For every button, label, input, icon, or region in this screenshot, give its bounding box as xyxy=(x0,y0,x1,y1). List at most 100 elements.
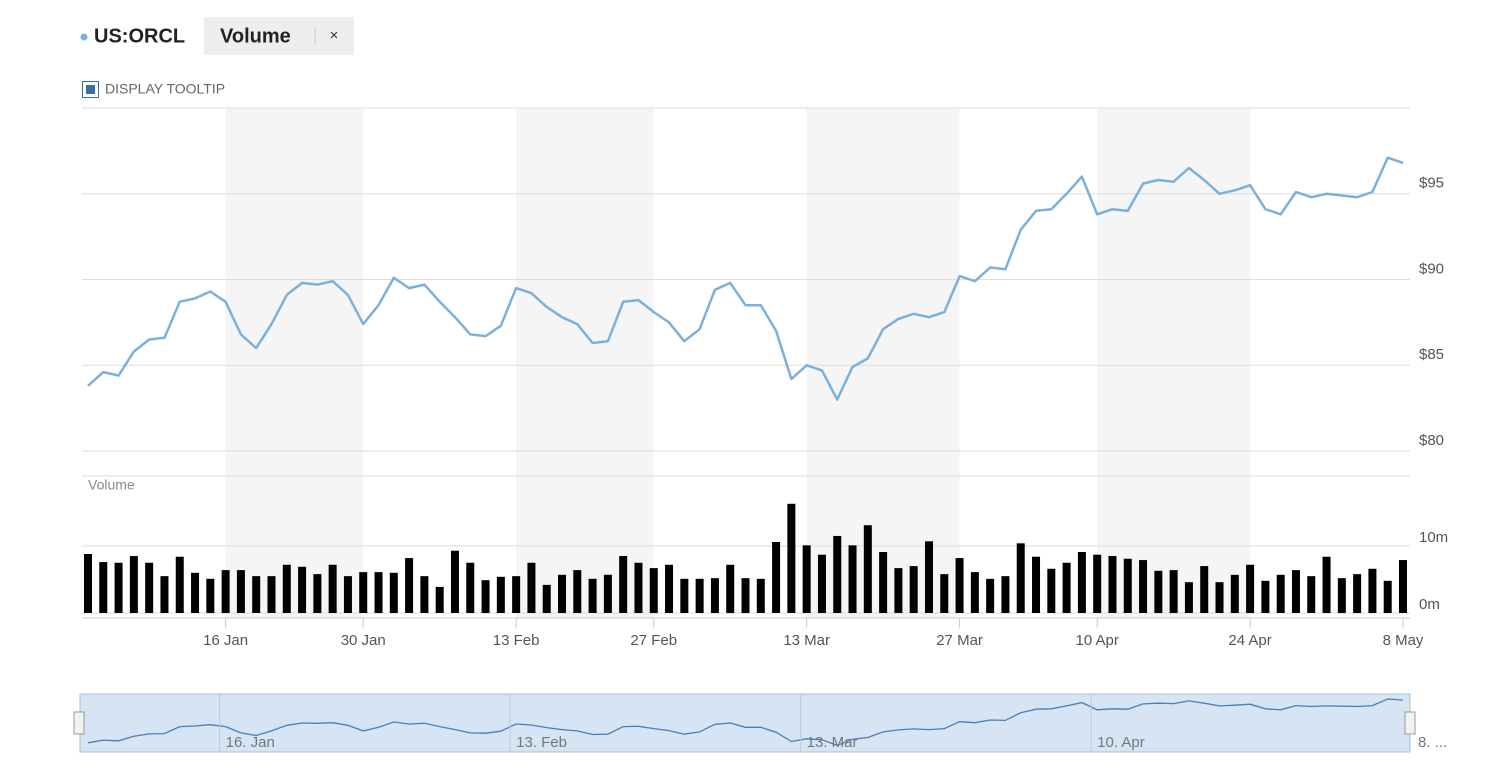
navigator-label: 10. Apr xyxy=(1097,734,1145,751)
volume-bar xyxy=(955,558,964,613)
volume-bar xyxy=(84,554,92,613)
volume-bar xyxy=(206,578,215,613)
volume-bar xyxy=(405,558,414,613)
volume-bar xyxy=(1261,580,1270,613)
volume-bar xyxy=(1246,564,1255,613)
volume-bar xyxy=(435,586,444,613)
volume-bar xyxy=(894,568,903,613)
x-tick-label: 10 Apr xyxy=(1075,632,1118,649)
navigator-line xyxy=(87,698,1404,747)
x-tick-label: 8 May xyxy=(1383,632,1424,649)
volume-bar xyxy=(1123,558,1132,613)
volume-bar xyxy=(726,564,735,613)
volume-bar xyxy=(267,576,276,613)
volume-bar xyxy=(512,576,521,613)
volume-bar xyxy=(1154,570,1163,613)
navigator-label: 16. Jan xyxy=(226,734,275,751)
navigator-handle[interactable] xyxy=(73,711,85,735)
volume-bar xyxy=(1001,576,1010,613)
volume-bar xyxy=(558,574,567,613)
volume-bar xyxy=(1047,568,1056,613)
volume-bar xyxy=(420,576,429,613)
volume-bar xyxy=(665,564,674,613)
volume-bar xyxy=(374,572,383,613)
volume-bar xyxy=(649,568,658,613)
volume-bar xyxy=(1032,556,1041,613)
volume-tab-label[interactable]: Volume xyxy=(220,25,291,47)
volume-bar xyxy=(695,578,704,613)
volume-bar xyxy=(573,570,582,613)
volume-bar xyxy=(99,562,108,613)
volume-bar xyxy=(772,541,781,613)
volume-bar xyxy=(879,552,888,613)
y-tick-label: 0m xyxy=(1419,596,1440,613)
navigator-handle[interactable] xyxy=(1404,711,1416,735)
volume-bar xyxy=(924,541,933,613)
volume-bar xyxy=(1353,574,1362,613)
volume-bar xyxy=(359,572,368,613)
volume-title: Volume xyxy=(88,477,135,493)
volume-bar xyxy=(542,584,551,613)
x-tick-label: 30 Jan xyxy=(341,632,386,649)
y-tick-label: $80 xyxy=(1419,432,1444,449)
volume-bar xyxy=(1108,556,1117,613)
volume-bar xyxy=(1169,570,1178,613)
volume-bar xyxy=(282,564,291,613)
volume-bar xyxy=(343,576,352,613)
volume-bar xyxy=(588,578,597,613)
volume-bar xyxy=(986,578,995,613)
volume-bar xyxy=(1276,574,1285,613)
y-tick-label: 10m xyxy=(1419,529,1448,546)
volume-bar xyxy=(114,562,123,613)
volume-bar xyxy=(160,576,169,613)
tooltip-toggle-label[interactable]: DISPLAY TOOLTIP xyxy=(105,81,225,97)
volume-bar xyxy=(634,562,643,613)
volume-bar xyxy=(1291,570,1300,613)
volume-bar xyxy=(833,535,842,613)
checkbox-fill xyxy=(86,85,95,94)
volume-bar xyxy=(817,554,826,613)
volume-bar xyxy=(450,550,459,613)
price-line xyxy=(87,156,1404,401)
legend-series[interactable]: US:ORCL xyxy=(94,25,185,47)
volume-bar xyxy=(191,572,200,613)
volume-bar xyxy=(527,562,536,613)
x-tick-label: 24 Apr xyxy=(1228,632,1271,649)
volume-tab[interactable] xyxy=(204,17,354,55)
volume-bar xyxy=(1368,568,1377,613)
volume-bar xyxy=(252,576,261,613)
x-tick-label: 16 Jan xyxy=(203,632,248,649)
navigator-label: 13. Feb xyxy=(516,734,567,751)
week-band xyxy=(1097,108,1251,618)
navigator-label: 8. ... xyxy=(1418,734,1447,751)
volume-bar xyxy=(802,545,811,613)
volume-bar xyxy=(1399,560,1407,613)
volume-bar xyxy=(389,572,398,613)
close-button[interactable]: × xyxy=(330,27,339,44)
y-tick-label: $85 xyxy=(1419,346,1444,363)
volume-bar xyxy=(710,578,719,613)
volume-bar xyxy=(1184,582,1193,613)
volume-bar xyxy=(1016,543,1025,613)
volume-bar xyxy=(1307,576,1316,613)
volume-bar xyxy=(787,503,796,613)
x-tick-label: 27 Feb xyxy=(630,632,677,649)
volume-bar xyxy=(603,574,612,613)
volume-bar xyxy=(328,564,337,613)
volume-bar xyxy=(756,578,765,613)
volume-bar xyxy=(1383,580,1392,613)
volume-bar xyxy=(145,562,154,613)
volume-bar xyxy=(848,545,857,613)
volume-bar xyxy=(496,576,505,613)
volume-bar xyxy=(1200,566,1209,613)
volume-bar xyxy=(1062,562,1071,613)
volume-bar xyxy=(1337,578,1346,613)
navigator xyxy=(79,693,1411,753)
volume-bar xyxy=(1322,556,1331,613)
x-tick-label: 27 Mar xyxy=(936,632,983,649)
volume-bar xyxy=(1077,552,1086,613)
y-tick-label: $95 xyxy=(1419,175,1444,192)
volume-bar xyxy=(741,578,750,613)
volume-bar xyxy=(481,580,490,613)
